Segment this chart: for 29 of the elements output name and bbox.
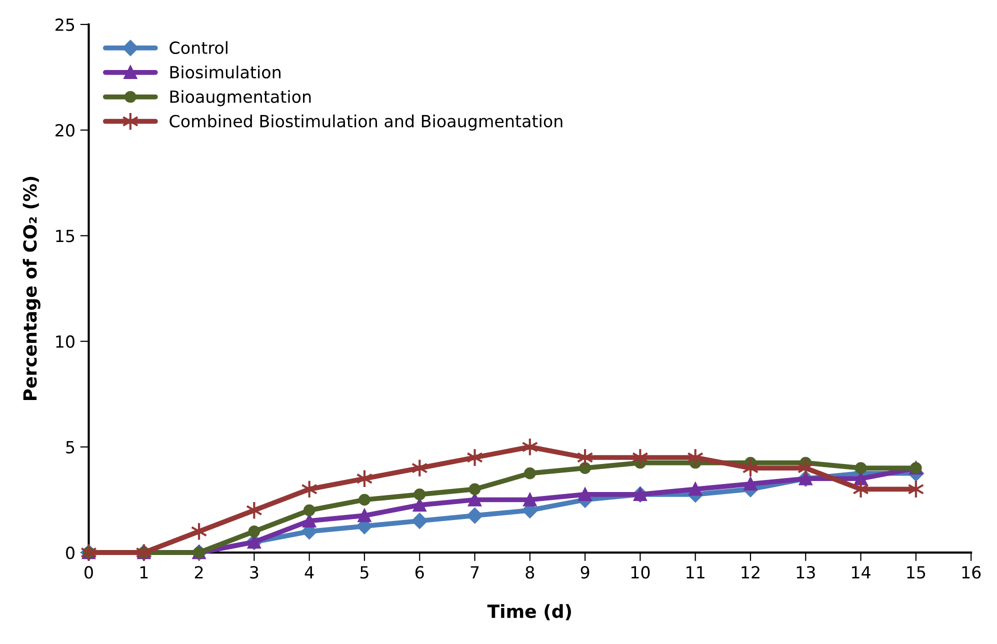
x-tick-label: 0 <box>84 566 93 579</box>
x-tick-label: 13 <box>796 566 815 579</box>
legend-label: Combined Biostimulation and Bioaugmentation <box>170 114 562 131</box>
legend-label: Biosimulation <box>170 66 280 79</box>
legend-label: Bioaugmentation <box>170 90 311 106</box>
x-tick-label: 6 <box>415 566 424 579</box>
x-tick-label: 11 <box>686 566 704 578</box>
x-axis-title: Time (d) <box>487 604 571 620</box>
y-tick-label: 20 <box>56 124 74 137</box>
y-axis-title: Percentage of CO₂ (%) <box>22 176 40 400</box>
x-tick-label: 15 <box>907 566 926 579</box>
x-tick-label: 10 <box>631 566 650 579</box>
x-tick-label: 3 <box>250 566 258 579</box>
x-tick-label: 14 <box>852 566 870 578</box>
y-tick-label: 15 <box>56 230 74 242</box>
x-tick-label: 5 <box>360 566 368 579</box>
x-tick-label: 4 <box>304 566 314 578</box>
x-tick-label: 1 <box>140 566 148 578</box>
y-tick-label: 10 <box>56 335 74 348</box>
x-tick-label: 7 <box>470 566 479 578</box>
legend-label: Control <box>170 41 228 54</box>
y-tick-label: 0 <box>66 546 74 560</box>
x-tick-label: 16 <box>962 566 981 579</box>
y-tick-label: 5 <box>66 441 74 454</box>
x-tick-label: 2 <box>194 566 203 578</box>
x-tick-label: 9 <box>580 566 590 579</box>
x-tick-label: 12 <box>742 566 760 578</box>
y-tick-label: 25 <box>56 18 74 32</box>
x-tick-label: 8 <box>526 566 534 579</box>
